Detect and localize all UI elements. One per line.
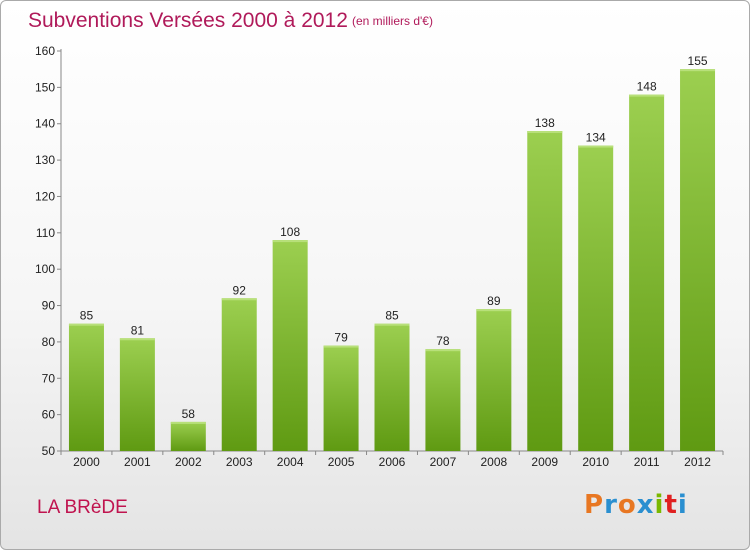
x-tick-label: 2008	[480, 455, 507, 469]
bar-top-highlight	[629, 94, 665, 97]
logo-letter: o	[617, 490, 637, 520]
data-label: 134	[586, 131, 606, 145]
bar-top-highlight	[527, 131, 563, 133]
data-label: 155	[688, 54, 708, 68]
x-tick-label: 2001	[124, 455, 151, 469]
bar-top-highlight	[374, 323, 410, 326]
y-tick-label: 150	[35, 80, 55, 94]
y-tick-label: 100	[35, 262, 55, 276]
logo-letter: r	[604, 490, 618, 520]
bar	[119, 338, 155, 451]
x-tick-label: 2006	[379, 455, 406, 469]
y-tick-label: 80	[42, 335, 56, 349]
bar	[170, 421, 206, 451]
logo-letter: x	[636, 490, 655, 520]
data-label: 81	[131, 323, 145, 337]
bar	[323, 345, 359, 451]
y-tick-label: 140	[35, 117, 55, 131]
bar-top-highlight	[425, 349, 461, 352]
bar-top-highlight	[323, 345, 359, 348]
bar	[272, 240, 308, 451]
chart-title: Subventions Versées 2000 à 2012	[28, 9, 348, 32]
x-tick-label: 2005	[328, 455, 355, 469]
data-label: 92	[233, 283, 247, 297]
data-label: 89	[487, 294, 501, 308]
commune-name: LA BRèDE	[37, 497, 128, 518]
x-tick-label: 2010	[582, 455, 609, 469]
x-tick-label: 2009	[531, 455, 558, 469]
data-label: 108	[280, 225, 300, 239]
y-tick-label: 50	[42, 444, 56, 458]
chart-subtitle: (en milliers d'€)	[352, 14, 433, 28]
bar	[425, 349, 461, 451]
y-tick-label: 120	[35, 189, 55, 203]
y-tick-label: 60	[42, 408, 56, 422]
bar	[680, 69, 716, 451]
logo-letter: P	[584, 490, 605, 520]
logo-letter: i	[677, 490, 688, 520]
bar-top-highlight	[68, 323, 104, 326]
bar-top-highlight	[476, 309, 512, 312]
x-tick-label: 2002	[175, 455, 202, 469]
data-label: 78	[436, 334, 450, 348]
bar-top-highlight	[221, 298, 257, 301]
x-tick-label: 2011	[634, 455, 660, 469]
y-tick-label: 90	[42, 299, 56, 313]
data-label: 79	[334, 331, 348, 345]
y-tick-label: 130	[35, 153, 55, 167]
x-tick-label: 2007	[430, 455, 457, 469]
x-tick-label: 2012	[684, 455, 711, 469]
y-tick-label: 160	[35, 44, 55, 58]
x-tick-label: 2000	[73, 455, 100, 469]
bar-top-highlight	[680, 69, 716, 72]
data-label: 148	[637, 80, 657, 94]
bar	[476, 309, 512, 451]
data-label: 85	[385, 309, 399, 323]
bar	[629, 94, 665, 452]
bar-top-highlight	[272, 240, 308, 243]
data-label: 58	[182, 407, 196, 421]
y-tick-label: 110	[36, 226, 55, 240]
logo-letter: t	[664, 490, 678, 520]
bar-top-highlight	[119, 338, 155, 341]
proxiti-logo: Proxiti	[584, 490, 688, 522]
bar	[374, 323, 410, 451]
data-label: 85	[80, 309, 94, 323]
bar	[68, 323, 104, 451]
bar	[578, 145, 614, 451]
y-tick-label: 70	[42, 371, 56, 385]
data-label: 138	[535, 116, 555, 130]
bar	[527, 131, 563, 451]
bar	[221, 298, 257, 451]
bar-top-highlight	[578, 145, 614, 148]
bar-top-highlight	[170, 421, 206, 424]
x-tick-label: 2004	[277, 455, 304, 469]
logo-letter: i	[654, 490, 665, 520]
x-tick-label: 2003	[226, 455, 253, 469]
